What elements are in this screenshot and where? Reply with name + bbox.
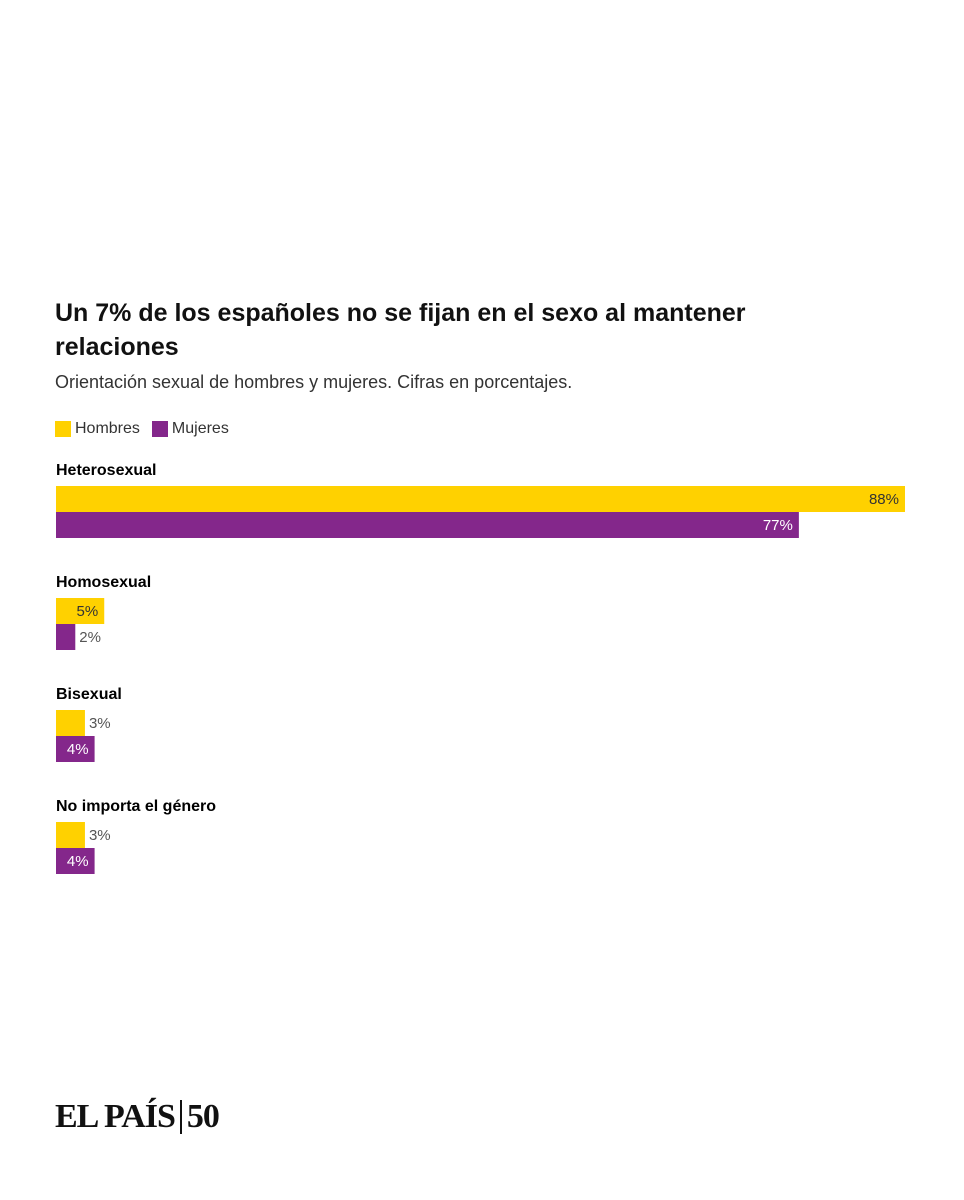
- legend-swatch: [151, 421, 168, 437]
- brand: EL PAÍS: [55, 1098, 176, 1135]
- value-label: 88%: [869, 491, 899, 508]
- category-label: Homosexual: [56, 574, 151, 591]
- legend-item: Hombres: [55, 420, 140, 438]
- value-label: 3%: [89, 715, 111, 732]
- legend-item: Mujeres: [151, 420, 229, 438]
- bar: [56, 710, 85, 736]
- value-label: 2%: [79, 629, 101, 646]
- bar: [56, 736, 95, 762]
- legend-label: Mujeres: [171, 420, 229, 437]
- chart-title: Un 7% de los españoles no se fijan en el…: [55, 299, 746, 361]
- category-label: Heterosexual: [56, 462, 157, 479]
- category-label: Bisexual: [56, 686, 122, 703]
- bar: [56, 848, 95, 874]
- separator: [179, 1100, 182, 1134]
- bar: [56, 822, 85, 848]
- value-label: 3%: [89, 827, 111, 844]
- chart-subtitle: Orientación sexual de hombres y mujeres.…: [55, 372, 573, 392]
- footer-logo: EL PAÍS 50: [55, 1098, 220, 1136]
- bar: [56, 598, 105, 624]
- value-label: 5%: [77, 603, 99, 620]
- bar: [56, 624, 76, 650]
- legend: Hombres Mujeres: [55, 420, 229, 438]
- legend-swatch: [55, 421, 71, 437]
- chart: Heterosexual 88% 77% Homosexual 5% 2% Bisexual…: [56, 462, 905, 874]
- category-label: No importa el género: [56, 798, 216, 815]
- bar: [56, 512, 799, 538]
- value-label: 4%: [67, 741, 89, 758]
- value-label: 4%: [67, 853, 89, 870]
- bar: [56, 486, 905, 512]
- value-label: 77%: [763, 517, 793, 534]
- anniversary: 50: [186, 1098, 220, 1135]
- legend-label: Hombres: [75, 420, 140, 437]
